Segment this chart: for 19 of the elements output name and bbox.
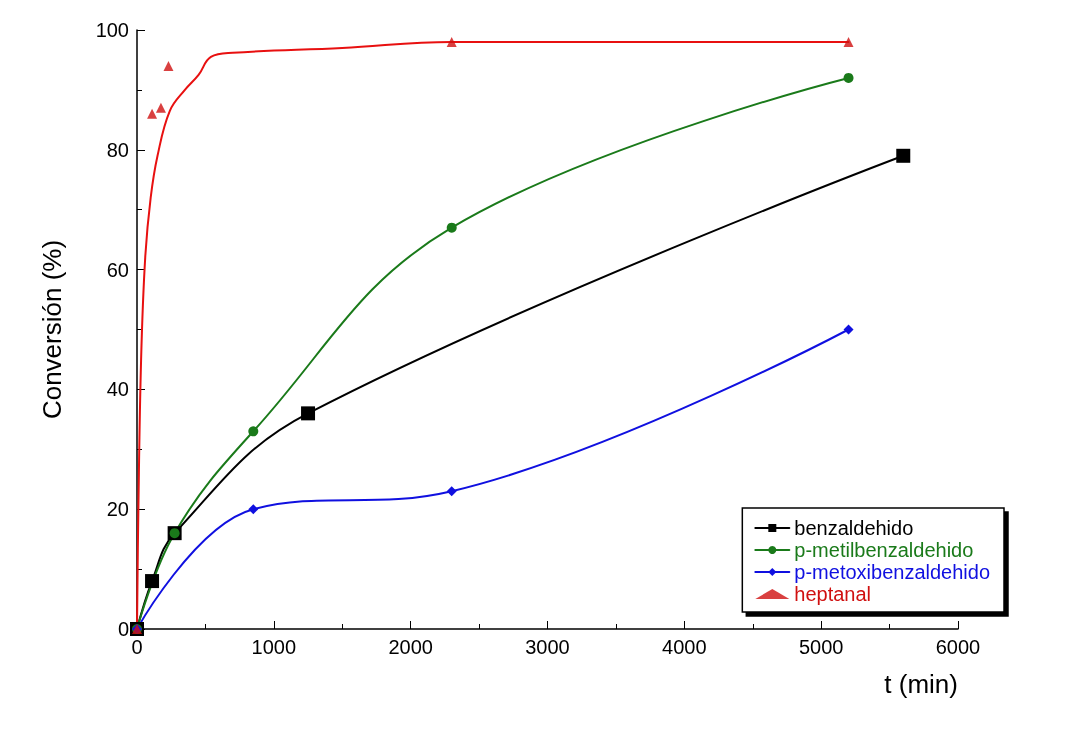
x-tick-label: 0 <box>131 636 143 658</box>
x-tick-label: 2000 <box>388 636 433 658</box>
legend-label: heptanal <box>794 583 872 605</box>
x-tick-label: 4000 <box>662 636 707 658</box>
y-tick-label: 60 <box>106 258 129 281</box>
y-tick-label: 20 <box>106 498 129 521</box>
x-axis-title: t (min) <box>884 669 958 699</box>
x-tick-label: 3000 <box>525 636 570 658</box>
y-tick-label: 40 <box>106 378 129 401</box>
x-tick-label: 5000 <box>798 636 844 658</box>
x-tick-label: 1000 <box>251 636 297 658</box>
y-tick-label: 0 <box>117 618 129 640</box>
x-tick-label: 6000 <box>935 636 981 658</box>
y-axis-title: Conversión (%) <box>37 239 67 420</box>
legend-label: p-metilbenzaldehido <box>794 539 974 561</box>
y-tick-label: 100 <box>95 19 129 41</box>
legend-label: p-metoxibenzaldehido <box>794 561 990 583</box>
y-tick-label: 80 <box>106 138 129 161</box>
legend-label: benzaldehido <box>794 517 914 539</box>
